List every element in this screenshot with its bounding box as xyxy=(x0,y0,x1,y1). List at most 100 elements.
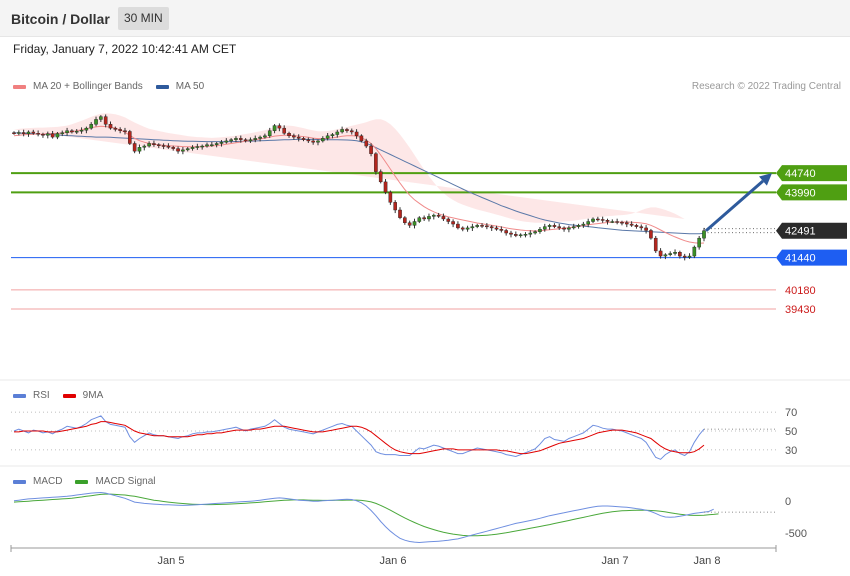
candle xyxy=(21,132,26,134)
macd-legend-label: MACD xyxy=(33,476,63,487)
candle xyxy=(70,130,74,133)
candle xyxy=(518,234,523,237)
candle xyxy=(509,232,513,235)
candle xyxy=(253,138,258,140)
candle xyxy=(610,221,615,223)
candle xyxy=(673,252,677,254)
timestamp: Friday, January 7, 2022 10:42:41 AM CET xyxy=(13,42,237,56)
candle xyxy=(644,227,648,231)
candle xyxy=(301,138,306,140)
candle xyxy=(538,228,542,232)
candle xyxy=(412,221,417,226)
candle xyxy=(103,116,108,125)
x-tick-label: Jan 6 xyxy=(380,555,407,567)
candle xyxy=(682,255,687,258)
candle xyxy=(581,223,586,226)
candle xyxy=(436,214,441,217)
candle xyxy=(653,237,658,252)
candle xyxy=(407,222,412,226)
candle xyxy=(330,134,335,137)
candle xyxy=(658,250,663,257)
candle xyxy=(84,127,89,131)
candle xyxy=(369,145,373,154)
candle xyxy=(427,216,431,220)
candle xyxy=(132,143,137,152)
candle xyxy=(547,225,552,227)
candle xyxy=(528,232,533,235)
rsi-legend: RSI 9MA xyxy=(13,390,116,401)
candle xyxy=(147,143,151,147)
rsi-level-label: 30 xyxy=(785,445,797,457)
candle xyxy=(41,134,45,136)
candle xyxy=(210,144,214,146)
candle xyxy=(282,127,287,134)
candle xyxy=(99,116,103,120)
candle xyxy=(615,221,619,223)
candle xyxy=(475,225,480,227)
candle xyxy=(214,143,219,145)
candle xyxy=(181,149,185,152)
candle xyxy=(398,209,402,218)
rsi-ma9-swatch xyxy=(62,393,76,398)
candle xyxy=(248,139,253,142)
candle xyxy=(586,221,590,225)
rsi-line xyxy=(13,415,705,460)
candle xyxy=(292,135,296,138)
candle xyxy=(185,148,190,151)
candle xyxy=(649,230,653,239)
candle xyxy=(219,142,224,144)
candle xyxy=(263,135,267,138)
candle xyxy=(542,226,547,230)
level-label: 39430 xyxy=(785,304,816,316)
candle xyxy=(45,133,50,136)
candle xyxy=(480,225,484,227)
level-label: 42491 xyxy=(785,226,816,238)
macd-tick-label: 0 xyxy=(785,496,791,508)
candle xyxy=(451,221,455,225)
copyright-note: Research © 2022 Trading Central xyxy=(691,81,841,92)
rsi-ma9-legend-label: 9MA xyxy=(82,390,104,401)
candle xyxy=(200,145,204,148)
candle xyxy=(629,223,634,226)
candle xyxy=(238,138,243,140)
timeframe-badge[interactable]: 30 MIN xyxy=(118,7,169,30)
candle xyxy=(562,227,566,230)
price-legend: MA 20 + Bollinger Bands MA 50 xyxy=(13,81,217,92)
bollinger-band xyxy=(14,113,685,223)
ma50-swatch xyxy=(155,84,169,89)
candle xyxy=(354,131,359,137)
candle xyxy=(499,228,504,231)
candle xyxy=(345,129,349,131)
candle xyxy=(74,131,79,133)
candle xyxy=(296,136,301,139)
candle xyxy=(156,144,161,146)
level-label: 43990 xyxy=(785,187,816,199)
candle xyxy=(31,131,36,134)
x-tick-label: Jan 7 xyxy=(602,555,629,567)
candle xyxy=(383,181,388,193)
rsi-swatch xyxy=(13,393,26,398)
candle xyxy=(325,135,330,139)
candle xyxy=(557,226,562,229)
candle xyxy=(267,130,272,137)
candle xyxy=(316,140,320,143)
candle xyxy=(702,230,706,239)
level-label: 44740 xyxy=(785,168,816,180)
candle xyxy=(55,133,60,138)
candle xyxy=(229,139,233,142)
candle xyxy=(272,125,277,131)
x-tick-label: Jan 8 xyxy=(694,555,721,567)
candle xyxy=(89,124,94,129)
macd-tick-label: -500 xyxy=(785,528,807,540)
candle xyxy=(591,218,595,222)
candle xyxy=(460,227,465,230)
rsi-level-label: 50 xyxy=(785,426,797,438)
candle xyxy=(161,145,166,147)
candle xyxy=(388,191,393,203)
candle xyxy=(393,202,397,211)
candle xyxy=(596,218,600,221)
candle xyxy=(205,144,209,147)
candle xyxy=(663,254,668,257)
macd-signal-swatch xyxy=(75,479,89,484)
